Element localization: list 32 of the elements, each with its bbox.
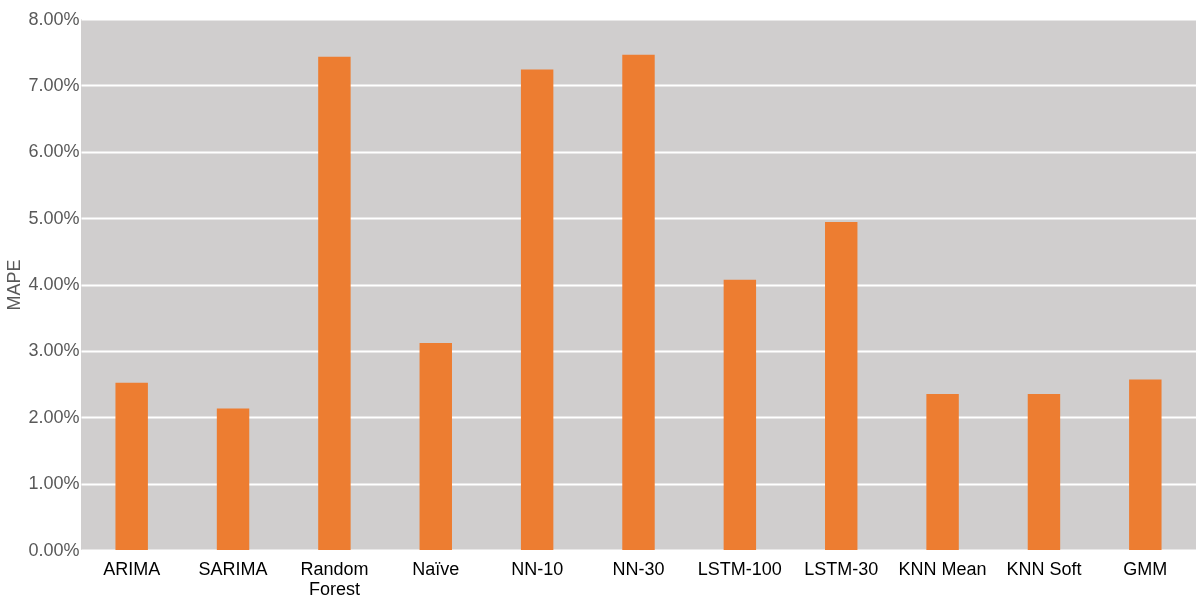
- x-tick-label: NN-30: [612, 558, 665, 579]
- x-tick-label: LSTM-30: [804, 558, 879, 579]
- y-tick-label: 8.00%: [28, 8, 80, 29]
- y-tick-label: 3.00%: [28, 340, 80, 361]
- bar: [115, 382, 148, 550]
- y-tick-label: 4.00%: [28, 274, 80, 294]
- bar: [825, 222, 858, 550]
- x-tick-label: NN-10: [511, 558, 564, 579]
- x-tick-label: KNN Soft: [1006, 558, 1082, 579]
- x-tick-label: Random Forest: [300, 558, 369, 599]
- bar: [216, 408, 250, 550]
- bar: [1027, 394, 1061, 550]
- y-tick-label: 2.00%: [28, 406, 80, 427]
- x-tick-label: KNN Mean: [898, 558, 987, 579]
- y-axis-title: MAPE: [4, 259, 25, 311]
- bar: [926, 394, 959, 550]
- x-tick-label: ARIMA: [103, 558, 161, 579]
- y-tick-label: 0.00%: [28, 539, 80, 560]
- y-tick-label: 7.00%: [28, 74, 80, 95]
- y-tick-label: 6.00%: [28, 141, 80, 162]
- bar: [723, 279, 757, 550]
- bar: [318, 56, 351, 550]
- x-tick-label: Naïve: [412, 558, 460, 579]
- bar: [419, 342, 452, 550]
- x-tick-label: SARIMA: [198, 558, 268, 579]
- bar: [520, 69, 554, 550]
- bar: [1129, 379, 1162, 550]
- x-tick-label: LSTM-100: [697, 558, 782, 579]
- x-tick-label: GMM: [1123, 558, 1168, 579]
- y-tick-label: 5.00%: [28, 207, 80, 228]
- y-tick-label: 1.00%: [28, 473, 80, 494]
- bar: [622, 54, 655, 550]
